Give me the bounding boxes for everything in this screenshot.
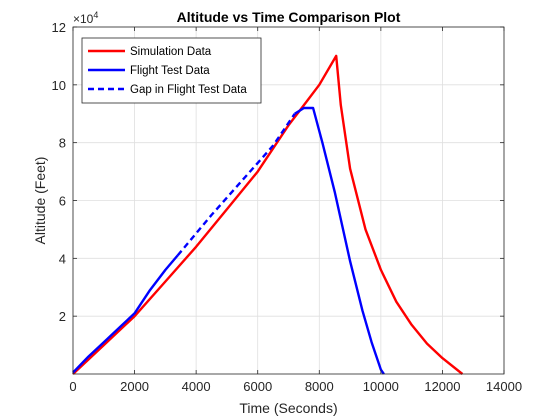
- y-tick-label: 2: [59, 309, 66, 324]
- x-tick-label: 0: [69, 379, 76, 394]
- series-layer: [72, 54, 464, 375]
- x-tick-label: 14000: [486, 379, 522, 394]
- tick-layer: 0 2000 4000 6000 8000 10000 12000 14000 2 4 6 8 10 12: [52, 20, 523, 394]
- x-tick-label: 2000: [120, 379, 149, 394]
- x-tick-label: 12000: [424, 379, 460, 394]
- y-tick-label: 10: [52, 78, 66, 93]
- x-tick-label: 4000: [182, 379, 211, 394]
- x-tick-label: 8000: [305, 379, 334, 394]
- series-line-1: [72, 254, 179, 374]
- chart-title: Altitude vs Time Comparison Plot: [177, 9, 401, 25]
- legend: Simulation Data Flight Test Data Gap in Fl…: [81, 37, 262, 104]
- y-tick-label: 6: [59, 194, 66, 209]
- legend-label: Gap in Flight Test Data: [130, 84, 247, 96]
- y-axis-exponent-base: ×10: [73, 12, 94, 26]
- y-axis-exponent-power: 4: [93, 10, 98, 20]
- y-tick-label: 8: [59, 136, 66, 151]
- y-axis-label: Altitude (Feet): [32, 157, 48, 245]
- series-line-0: [72, 54, 464, 375]
- x-axis-label: Time (Seconds): [239, 400, 337, 416]
- series-line-2: [176, 113, 296, 257]
- legend-label: Simulation Data: [130, 46, 212, 58]
- y-tick-label: 12: [52, 20, 66, 35]
- x-tick-label: 10000: [363, 379, 399, 394]
- x-tick-label: 6000: [243, 379, 272, 394]
- y-axis-exponent: ×104: [73, 10, 98, 26]
- series-line-3: [294, 106, 385, 375]
- legend-label: Flight Test Data: [130, 65, 210, 77]
- y-tick-label: 4: [59, 251, 66, 266]
